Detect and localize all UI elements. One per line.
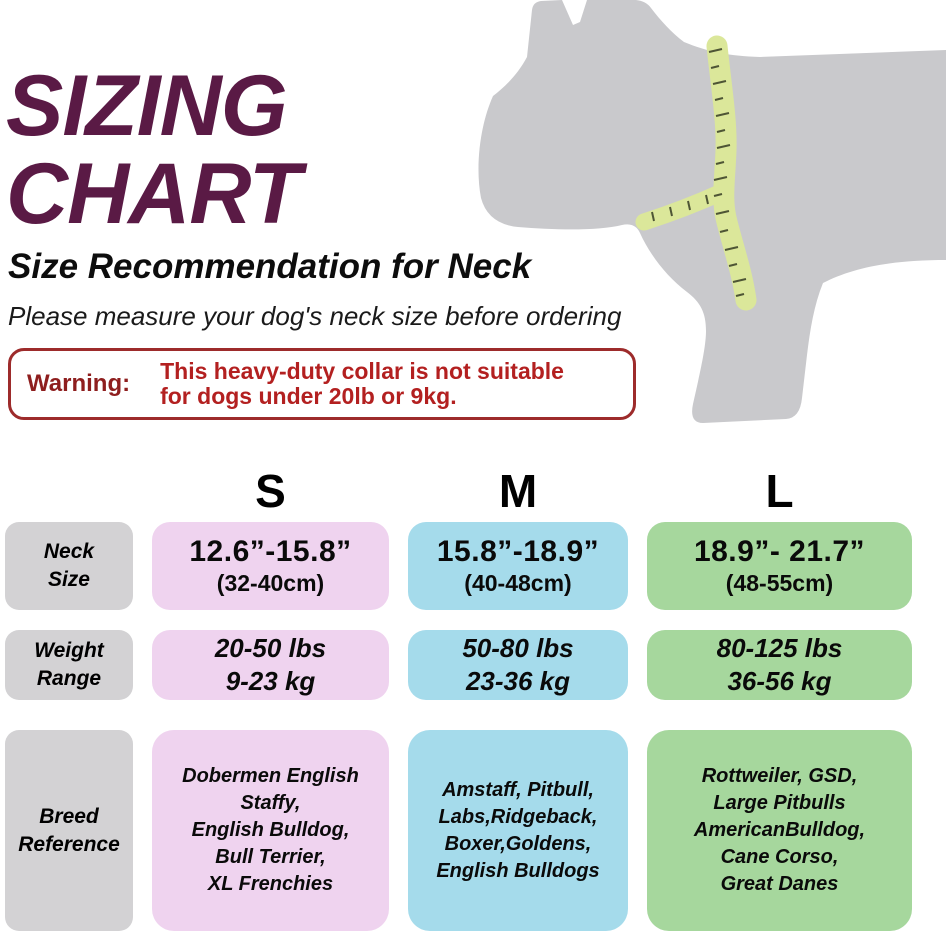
breed-cell-l: Rottweiler, GSD, Large Pitbulls American… — [647, 730, 912, 931]
neck-cm-s: (32-40cm) — [216, 570, 325, 596]
dog-measuring-illustration — [478, 0, 946, 423]
subtitle: Size Recommendation for Neck — [8, 247, 532, 286]
weight-cell-s: 20-50 lbs 9-23 kg — [152, 630, 389, 700]
warning-message: This heavy-duty collar is not suitable f… — [160, 358, 564, 409]
breed-cell-s: Dobermen English Staffy, English Bulldog… — [152, 730, 389, 931]
row-label-breed-reference: Breed Reference — [5, 730, 133, 931]
warning-label: Warning: — [27, 370, 131, 397]
neck-size-row: Neck Size 12.6”-15.8” (32-40cm) 15.8”-18… — [5, 522, 912, 610]
column-header-m: M — [498, 465, 538, 517]
neck-size-cell-m: 15.8”-18.9” (40-48cm) — [408, 522, 628, 610]
weight-cell-l: 80-125 lbs 36-56 kg — [647, 630, 912, 700]
column-header-l: L — [765, 465, 794, 517]
breed-list-s: Dobermen English Staffy, English Bulldog… — [182, 765, 359, 895]
breed-cell-m: Amstaff, Pitbull, Labs,Ridgeback, Boxer,… — [408, 730, 628, 931]
warning-box: Warning: This heavy-duty collar is not s… — [8, 348, 636, 420]
header-spacer — [5, 462, 133, 522]
neck-inches-m: 15.8”-18.9” — [436, 535, 600, 568]
size-table-header-row: S M L — [5, 462, 912, 522]
page-title-line2: CHART — [6, 146, 301, 242]
neck-cm-m: (40-48cm) — [464, 570, 572, 596]
weight-range-row: Weight Range 20-50 lbs 9-23 kg 50-80 lbs… — [5, 630, 912, 700]
breed-list-l: Rottweiler, GSD, Large Pitbulls American… — [693, 765, 866, 895]
breed-list-m: Amstaff, Pitbull, Labs,Ridgeback, Boxer,… — [436, 778, 600, 882]
measuring-tape-ticks — [651, 48, 747, 297]
measure-instruction: Please measure your dog's neck size befo… — [8, 301, 622, 331]
page-title: SIZING CHART — [6, 58, 301, 242]
measuring-tape-main — [706, 35, 757, 311]
weight-cell-m: 50-80 lbs 23-36 kg — [408, 630, 628, 700]
page-title-line1: SIZING — [6, 58, 288, 154]
weight-kg-m: 23-36 kg — [465, 666, 571, 696]
size-table: S M L Neck Size 12.6”-15.8” (32-40cm) 15… — [5, 462, 912, 931]
neck-size-cell-s: 12.6”-15.8” (32-40cm) — [152, 522, 389, 610]
row-label-weight-range: Weight Range — [5, 630, 133, 700]
row-label-neck-size: Neck Size — [5, 522, 133, 610]
weight-lbs-s: 20-50 lbs — [214, 633, 327, 663]
weight-lbs-m: 50-80 lbs — [462, 633, 574, 663]
weight-kg-s: 9-23 kg — [225, 666, 316, 696]
dog-silhouette — [478, 0, 946, 423]
neck-size-cell-l: 18.9”- 21.7” (48-55cm) — [647, 522, 912, 610]
column-header-s: S — [255, 465, 286, 517]
breed-reference-row: Breed Reference Dobermen English Staffy,… — [5, 730, 912, 931]
weight-lbs-l: 80-125 lbs — [716, 633, 843, 663]
neck-inches-l: 18.9”- 21.7” — [693, 535, 866, 568]
neck-inches-s: 12.6”-15.8” — [189, 535, 352, 568]
neck-cm-l: (48-55cm) — [725, 570, 834, 596]
weight-kg-l: 36-56 kg — [727, 666, 832, 696]
